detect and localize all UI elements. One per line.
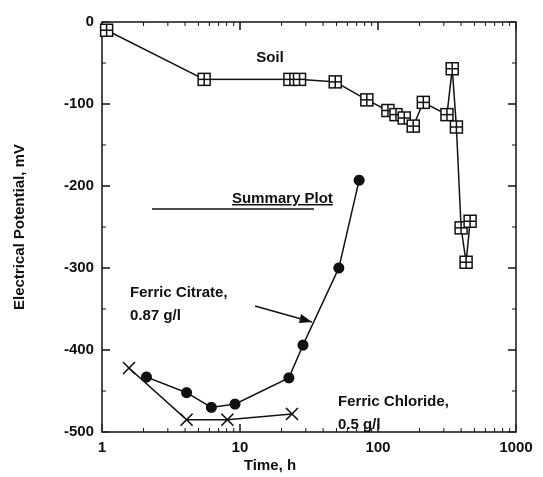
marker bbox=[220, 413, 234, 427]
marker bbox=[360, 93, 374, 107]
marker bbox=[445, 61, 459, 76]
series-label: 0.5 g/l bbox=[338, 416, 381, 433]
x-tick-label: 1000 bbox=[499, 439, 532, 456]
marker bbox=[180, 413, 194, 427]
y-axis-title: Electrical Potential, mV bbox=[11, 144, 28, 310]
marker bbox=[440, 107, 454, 122]
marker bbox=[353, 174, 365, 186]
series-label: Ferric Chloride, bbox=[338, 393, 449, 410]
y-tick-label: -100 bbox=[64, 95, 94, 112]
x-tick-label: 100 bbox=[365, 439, 390, 456]
series-label: 0.87 g/l bbox=[130, 307, 181, 324]
y-tick-label: 0 bbox=[86, 13, 94, 30]
marker bbox=[406, 119, 420, 133]
marker bbox=[333, 262, 345, 274]
marker bbox=[140, 371, 152, 383]
y-tick-label: -300 bbox=[64, 259, 94, 276]
y-tick-label: -500 bbox=[64, 423, 94, 440]
series-label: Soil bbox=[256, 49, 284, 66]
chart-title: Summary Plot bbox=[232, 190, 333, 207]
x-axis-title: Time, h bbox=[244, 457, 296, 474]
series-line bbox=[106, 29, 471, 263]
marker bbox=[285, 407, 299, 421]
marker bbox=[449, 120, 464, 134]
marker bbox=[205, 401, 217, 413]
y-tick-label: -400 bbox=[64, 341, 94, 358]
marker bbox=[416, 95, 431, 110]
marker bbox=[463, 214, 477, 229]
marker bbox=[122, 361, 136, 375]
arrow-head bbox=[299, 314, 312, 323]
marker bbox=[197, 72, 211, 87]
x-tick-label: 10 bbox=[232, 439, 249, 456]
marker bbox=[283, 372, 295, 384]
marker bbox=[297, 339, 309, 351]
series-line bbox=[128, 367, 293, 421]
marker bbox=[328, 75, 342, 89]
y-tick-label: -200 bbox=[64, 177, 94, 194]
x-tick-label: 1 bbox=[98, 439, 106, 456]
marker bbox=[229, 398, 241, 410]
marker bbox=[459, 255, 473, 270]
marker bbox=[99, 23, 114, 37]
marker bbox=[181, 387, 193, 399]
series-label: Ferric Citrate, bbox=[130, 284, 228, 301]
marker bbox=[292, 72, 307, 87]
